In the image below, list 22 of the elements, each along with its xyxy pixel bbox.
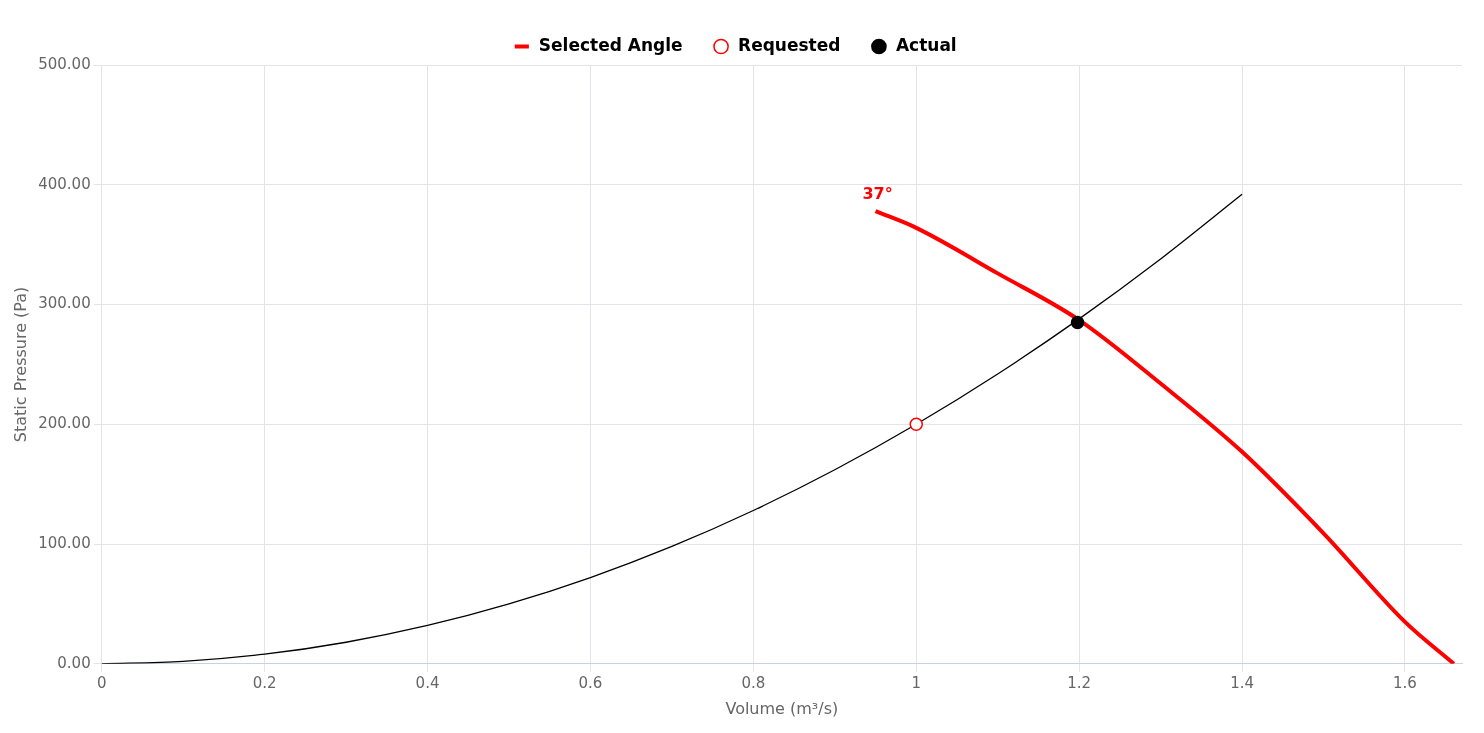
y-tick-label: 200.00: [38, 414, 91, 433]
x-tick-label: 0.6: [578, 673, 603, 692]
y-tick-label: 500.00: [38, 54, 91, 73]
x-tick-label: 1: [911, 673, 922, 692]
y-tick-label: 400.00: [38, 174, 91, 193]
y-tick-label: 300.00: [38, 294, 91, 313]
x-tick-label: 0.8: [741, 673, 766, 692]
legend-label: Selected Angle: [538, 34, 683, 55]
y-tick-label: 100.00: [38, 533, 91, 552]
legend-label: Actual: [895, 34, 957, 55]
x-tick-label: 1.6: [1393, 673, 1417, 692]
x-tick-label: 1.2: [1067, 673, 1092, 692]
y-axis-title: Static Pressure (Pa): [10, 286, 30, 443]
annotation: 37°: [862, 184, 893, 204]
x-tick-label: 0.2: [252, 673, 277, 692]
x-tick-label: 0.4: [415, 673, 440, 692]
x-tick-label: 1.4: [1230, 673, 1254, 692]
x-tick-label: 0: [96, 673, 107, 692]
y-tick-label: 0.00: [57, 653, 91, 672]
line-series: [873, 209, 1456, 664]
legend-label: Requested: [738, 34, 841, 55]
x-axis-title: Volume (m³/s): [725, 698, 839, 718]
